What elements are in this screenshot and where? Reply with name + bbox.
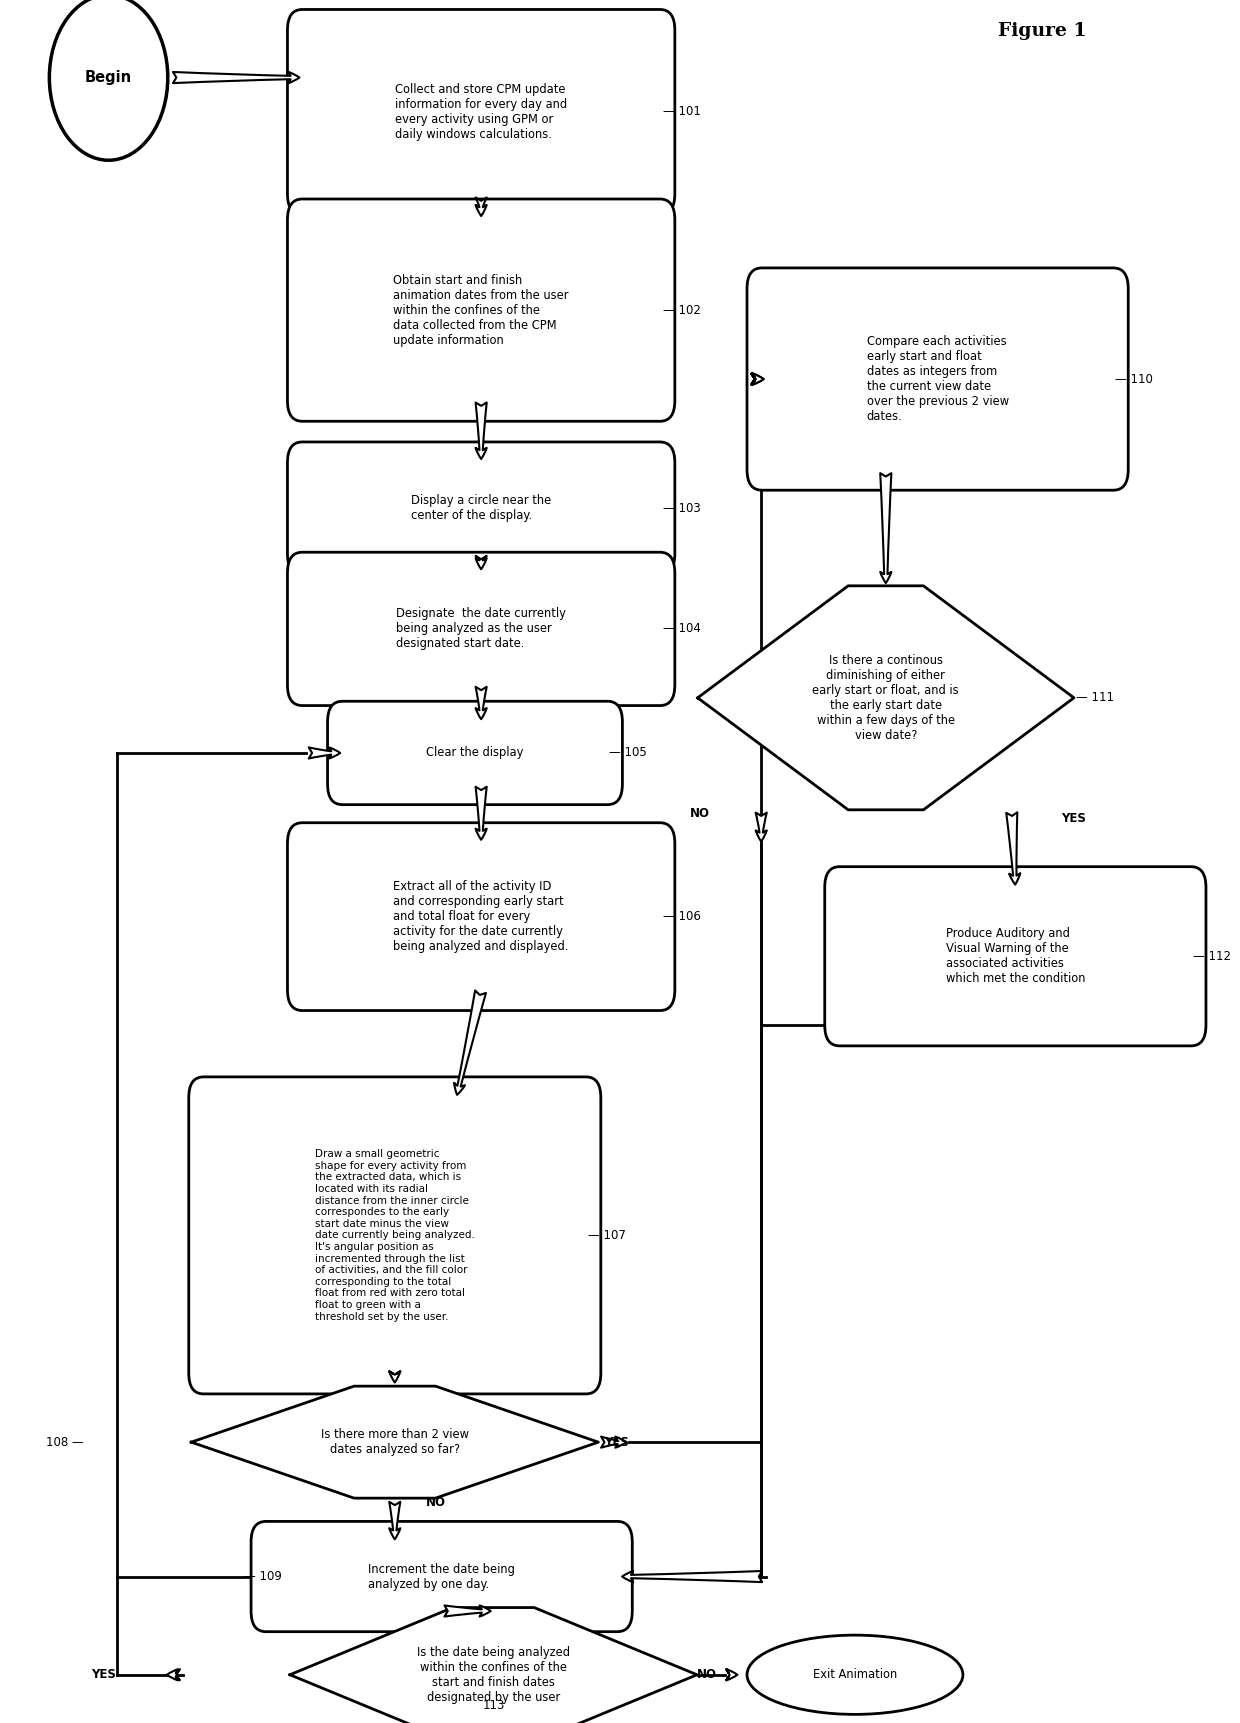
FancyBboxPatch shape [746,267,1128,489]
Text: Produce Auditory and
Visual Warning of the
associated activities
which met the c: Produce Auditory and Visual Warning of t… [946,927,1085,986]
FancyBboxPatch shape [288,9,675,214]
Text: YES: YES [1061,812,1086,825]
Text: Increment the date being
analyzed by one day.: Increment the date being analyzed by one… [368,1563,515,1590]
Circle shape [50,0,167,160]
Text: — 112: — 112 [1193,949,1231,963]
Text: — 110: — 110 [1115,372,1153,386]
Text: Is the date being analyzed
within the confines of the
start and finish dates
des: Is the date being analyzed within the co… [417,1645,570,1704]
Polygon shape [290,1608,697,1723]
FancyBboxPatch shape [327,701,622,805]
Text: 108 —: 108 — [46,1435,84,1449]
Text: Collect and store CPM update
information for every day and
every activity using : Collect and store CPM update information… [396,83,567,141]
FancyBboxPatch shape [188,1077,601,1394]
Text: NO: NO [425,1496,445,1509]
Text: Clear the display: Clear the display [427,746,523,760]
Text: — 109: — 109 [244,1570,283,1583]
Text: — 105: — 105 [609,746,647,760]
Text: 113: 113 [482,1699,505,1713]
Text: NO: NO [697,1668,717,1682]
Text: NO: NO [689,806,709,820]
Text: YES: YES [605,1435,630,1449]
Text: Compare each activities
early start and float
dates as integers from
the current: Compare each activities early start and … [867,334,1008,424]
FancyBboxPatch shape [250,1521,632,1632]
FancyBboxPatch shape [288,822,675,1010]
Text: Display a circle near the
center of the display.: Display a circle near the center of the … [410,495,552,522]
Text: Obtain start and finish
animation dates from the user
within the confines of the: Obtain start and finish animation dates … [393,274,569,346]
FancyBboxPatch shape [288,200,675,422]
Text: — 104: — 104 [662,622,701,636]
Text: — 102: — 102 [662,303,701,317]
Text: Is there more than 2 view
dates analyzed so far?: Is there more than 2 view dates analyzed… [321,1428,469,1456]
FancyBboxPatch shape [288,443,675,575]
Text: — 101: — 101 [662,105,701,119]
Polygon shape [698,586,1074,810]
Text: Designate  the date currently
being analyzed as the user
designated start date.: Designate the date currently being analy… [397,608,567,650]
Text: Begin: Begin [86,71,133,84]
Polygon shape [191,1385,599,1497]
Text: — 111: — 111 [1076,691,1114,705]
FancyBboxPatch shape [825,867,1207,1046]
Text: — 106: — 106 [662,910,701,924]
Text: Exit Animation: Exit Animation [813,1668,897,1682]
Text: Extract all of the activity ID
and corresponding early start
and total float for: Extract all of the activity ID and corre… [393,880,569,953]
Text: — 103: — 103 [662,501,701,515]
Text: YES: YES [91,1668,117,1682]
Text: Figure 1: Figure 1 [998,22,1086,40]
FancyBboxPatch shape [288,551,675,706]
Text: Draw a small geometric
shape for every activity from
the extracted data, which i: Draw a small geometric shape for every a… [315,1149,475,1322]
Ellipse shape [746,1635,963,1714]
Text: — 107: — 107 [589,1228,626,1242]
Text: Is there a continous
diminishing of either
early start or float, and is
the earl: Is there a continous diminishing of eith… [812,653,959,743]
